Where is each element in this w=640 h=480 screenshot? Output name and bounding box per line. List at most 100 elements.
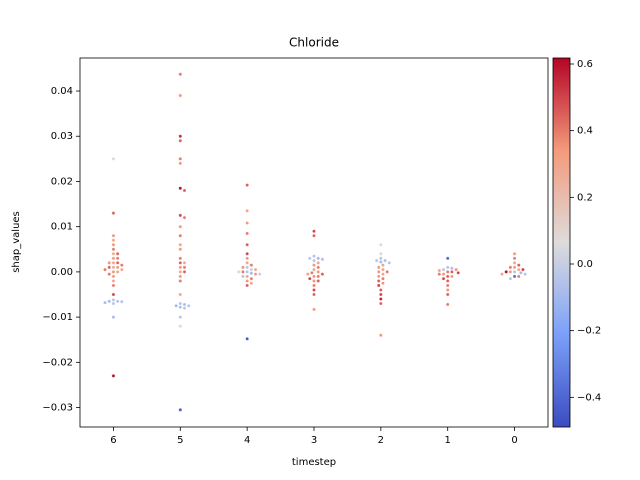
swarm-point bbox=[445, 274, 450, 279]
swarm-point bbox=[182, 188, 187, 193]
y-tick-label: 0.01 bbox=[51, 222, 73, 233]
swarm-point bbox=[111, 261, 116, 265]
swarm-point bbox=[310, 271, 314, 275]
swarm-point bbox=[312, 254, 316, 258]
swarm-point bbox=[523, 272, 527, 276]
swarm-point bbox=[377, 265, 381, 270]
swarm-point bbox=[111, 298, 116, 302]
x-axis-label: timestep bbox=[292, 457, 336, 468]
swarm-point bbox=[320, 257, 325, 261]
swarm-point bbox=[504, 270, 508, 274]
swarm-point bbox=[245, 261, 249, 265]
swarm-point bbox=[178, 256, 183, 261]
swarm-point bbox=[245, 231, 249, 236]
swarm-point bbox=[316, 270, 320, 274]
swarm-point bbox=[241, 270, 245, 274]
swarm-point bbox=[186, 304, 191, 308]
swarm-point bbox=[178, 270, 183, 274]
swarm-point bbox=[111, 252, 116, 256]
y-tick-label: −0.03 bbox=[42, 403, 73, 414]
swarm-point bbox=[245, 265, 249, 270]
swarm-point bbox=[387, 261, 392, 265]
x-tick-label: 3 bbox=[311, 435, 317, 446]
swarm-point bbox=[178, 279, 183, 283]
swarm-point bbox=[377, 274, 381, 279]
swarm-point bbox=[316, 274, 320, 279]
swarm-point bbox=[500, 272, 504, 276]
swarm-point bbox=[245, 270, 249, 274]
swarm-point bbox=[312, 288, 316, 292]
swarm-point bbox=[174, 304, 178, 308]
swarm-point bbox=[519, 271, 523, 275]
x-tick-label: 4 bbox=[244, 435, 250, 446]
swarm-point bbox=[178, 305, 183, 309]
swarm-point bbox=[316, 265, 320, 270]
swarm-point bbox=[249, 267, 254, 272]
swarm-point bbox=[249, 263, 254, 267]
swarm-point bbox=[377, 279, 381, 283]
swarm-point bbox=[111, 211, 116, 215]
swarm-point bbox=[445, 265, 450, 270]
swarm-point bbox=[111, 301, 116, 306]
swarm-point bbox=[182, 265, 187, 270]
swarm-point bbox=[245, 209, 249, 213]
swarm-point bbox=[245, 221, 249, 225]
swarm-point bbox=[512, 265, 517, 270]
swarm-point bbox=[178, 301, 183, 306]
swarm-point bbox=[381, 272, 385, 276]
swarm-point bbox=[379, 256, 383, 261]
swarm-point bbox=[445, 288, 450, 292]
swarm-point bbox=[312, 263, 316, 267]
swarm-point bbox=[512, 256, 517, 261]
swarm-point bbox=[312, 307, 316, 312]
colorbar-tick-label: 0.4 bbox=[577, 126, 593, 137]
swarm-point bbox=[441, 272, 446, 276]
swarm-point bbox=[249, 271, 254, 275]
swarm-point bbox=[178, 161, 183, 166]
swarm-point bbox=[383, 258, 387, 263]
chart-title: Chloride bbox=[289, 36, 339, 50]
swarm-point bbox=[312, 283, 316, 288]
swarm-point bbox=[178, 261, 183, 265]
swarm-point bbox=[441, 267, 446, 272]
swarm-point bbox=[379, 333, 383, 337]
swarm-point bbox=[450, 266, 454, 271]
swarm-point bbox=[236, 270, 241, 274]
swarm-point bbox=[103, 300, 107, 305]
swarm-point bbox=[111, 157, 116, 161]
x-tick-label: 2 bbox=[378, 435, 384, 446]
swarm-point bbox=[115, 256, 120, 261]
swarm-point bbox=[178, 315, 183, 319]
swarm-point bbox=[178, 243, 183, 247]
swarm-point bbox=[381, 267, 385, 272]
y-tick-label: 0.00 bbox=[51, 267, 73, 278]
swarm-point bbox=[115, 261, 120, 265]
swarm-point bbox=[241, 265, 245, 270]
swarm-point bbox=[107, 299, 111, 304]
swarm-point bbox=[178, 213, 183, 218]
swarm-point bbox=[178, 139, 183, 143]
swarm-point bbox=[379, 292, 383, 297]
swarm-point bbox=[178, 247, 183, 252]
y-axis-label: shap_values bbox=[11, 211, 22, 273]
swarm-point bbox=[111, 292, 116, 297]
swarm-point bbox=[312, 292, 316, 297]
swarm-point bbox=[305, 272, 310, 276]
swarm-point bbox=[249, 276, 254, 281]
swarm-point bbox=[178, 265, 183, 270]
swarm-point bbox=[120, 267, 124, 272]
swarm-point bbox=[111, 270, 116, 274]
swarm-point bbox=[107, 272, 111, 276]
swarm-point bbox=[111, 247, 116, 252]
swarm-point bbox=[508, 265, 513, 270]
swarm-point bbox=[316, 256, 320, 261]
swarm-point bbox=[245, 256, 249, 261]
swarm-point bbox=[456, 271, 460, 275]
swarm-point bbox=[253, 267, 258, 272]
swarm-point bbox=[245, 274, 249, 279]
swarm-point bbox=[120, 263, 124, 267]
x-tick-label: 0 bbox=[511, 435, 517, 446]
swarm-point bbox=[312, 258, 316, 263]
swarm-point bbox=[111, 374, 116, 378]
y-tick-label: −0.01 bbox=[42, 312, 73, 323]
